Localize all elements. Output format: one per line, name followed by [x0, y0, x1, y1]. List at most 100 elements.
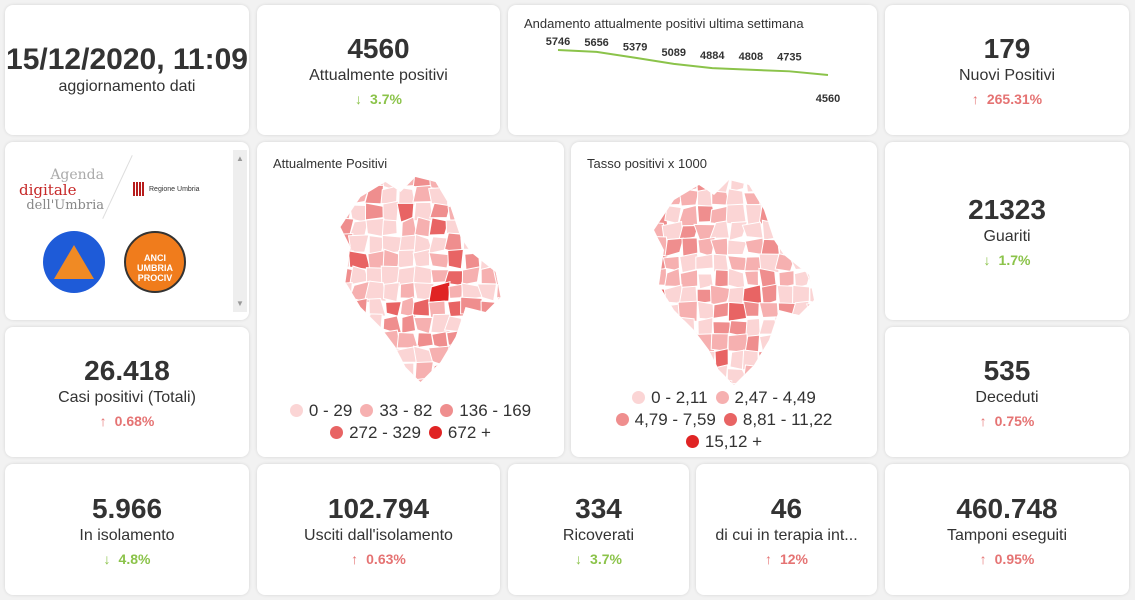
municipality-area[interactable]	[477, 172, 498, 192]
municipality-area[interactable]	[446, 172, 464, 187]
municipality-area[interactable]	[397, 383, 417, 397]
municipality-area[interactable]	[365, 313, 383, 335]
municipality-area[interactable]	[678, 187, 700, 207]
municipality-area[interactable]	[479, 202, 499, 223]
legend-item[interactable]: 136 - 169	[440, 400, 531, 422]
municipality-area[interactable]	[759, 174, 780, 193]
municipality-area[interactable]	[414, 361, 434, 381]
municipality-area[interactable]	[334, 332, 355, 352]
municipality-area[interactable]	[760, 283, 778, 306]
legend-item[interactable]: 2,47 - 4,49	[715, 387, 816, 409]
municipality-area[interactable]	[774, 316, 796, 338]
municipality-area[interactable]	[349, 377, 371, 399]
municipality-area[interactable]	[444, 362, 464, 382]
municipality-area[interactable]	[776, 331, 796, 353]
municipality-area[interactable]	[380, 379, 400, 395]
municipality-area[interactable]	[463, 174, 483, 191]
municipality-area[interactable]	[368, 298, 387, 317]
municipality-area[interactable]	[350, 297, 368, 318]
municipality-area[interactable]	[347, 250, 372, 271]
municipality-area[interactable]	[727, 267, 746, 291]
legend-item[interactable]: 33 - 82	[360, 400, 432, 422]
municipality-area[interactable]	[729, 349, 745, 371]
municipality-area[interactable]	[678, 224, 699, 241]
municipality-area[interactable]	[757, 347, 779, 369]
legend-item[interactable]: 15,12 +	[685, 431, 762, 453]
municipality-area[interactable]	[461, 266, 481, 286]
municipality-area[interactable]	[646, 173, 668, 191]
municipality-area[interactable]	[805, 235, 828, 258]
municipality-area[interactable]	[791, 222, 812, 240]
municipality-area[interactable]	[382, 200, 400, 222]
municipality-area[interactable]	[333, 185, 355, 206]
municipality-area[interactable]	[350, 330, 370, 351]
municipality-area[interactable]	[727, 255, 747, 272]
municipality-area[interactable]	[493, 329, 513, 347]
legend-item[interactable]: 0 - 29	[289, 400, 352, 422]
municipality-area[interactable]	[778, 204, 797, 222]
municipality-area[interactable]	[648, 317, 666, 338]
municipality-area[interactable]	[650, 352, 668, 371]
municipality-area[interactable]	[662, 331, 682, 354]
municipality-area[interactable]	[428, 377, 449, 398]
municipality-area[interactable]	[477, 346, 495, 365]
legend-item[interactable]: 8,81 - 11,22	[723, 409, 832, 431]
municipality-area[interactable]	[491, 376, 510, 398]
municipality-area[interactable]	[810, 349, 822, 370]
municipality-area[interactable]	[709, 284, 733, 306]
municipality-area[interactable]	[742, 364, 765, 385]
municipality-area[interactable]	[809, 203, 825, 226]
municipality-area[interactable]	[336, 346, 351, 367]
municipality-area[interactable]	[413, 316, 434, 335]
municipality-area[interactable]	[663, 318, 685, 337]
municipality-area[interactable]	[792, 236, 811, 258]
municipality-area[interactable]	[661, 363, 682, 385]
municipality-area[interactable]	[773, 347, 795, 371]
municipality-area[interactable]	[495, 296, 513, 317]
municipality-area[interactable]	[416, 332, 434, 349]
municipality-area[interactable]	[694, 366, 716, 383]
municipality-area[interactable]	[335, 362, 354, 379]
municipality-area[interactable]	[478, 377, 495, 398]
municipality-area[interactable]	[697, 350, 716, 366]
municipality-area[interactable]	[677, 316, 696, 338]
municipality-area[interactable]	[494, 172, 515, 190]
municipality-area[interactable]	[679, 350, 699, 370]
municipality-area[interactable]	[664, 237, 685, 258]
municipality-area[interactable]	[805, 222, 827, 239]
municipality-area[interactable]	[447, 202, 463, 222]
municipality-area[interactable]	[476, 188, 497, 207]
municipality-area[interactable]	[460, 361, 482, 383]
municipality-area[interactable]	[648, 332, 666, 352]
municipality-area[interactable]	[398, 234, 417, 252]
municipality-area[interactable]	[663, 350, 681, 369]
municipality-area[interactable]	[382, 346, 401, 366]
municipality-area[interactable]	[663, 284, 683, 304]
municipality-area[interactable]	[363, 344, 388, 365]
municipality-area[interactable]	[366, 377, 387, 396]
municipality-area[interactable]	[810, 333, 827, 353]
municipality-area[interactable]	[364, 329, 382, 351]
municipality-area[interactable]	[412, 248, 431, 268]
municipality-area[interactable]	[460, 296, 483, 315]
municipality-area[interactable]	[463, 329, 479, 352]
municipality-area[interactable]	[714, 364, 729, 386]
municipality-area[interactable]	[445, 219, 467, 235]
municipality-area[interactable]	[664, 205, 682, 225]
municipality-area[interactable]	[778, 236, 794, 256]
scrollbar[interactable]: ▲ ▼	[233, 150, 247, 312]
municipality-area[interactable]	[789, 364, 809, 386]
municipality-area[interactable]	[480, 300, 498, 319]
municipality-area[interactable]	[789, 331, 813, 351]
municipality-area[interactable]	[663, 176, 683, 191]
municipality-area[interactable]	[428, 281, 451, 303]
municipality-area[interactable]	[493, 312, 512, 336]
municipality-area[interactable]	[429, 202, 451, 219]
municipality-area[interactable]	[347, 234, 370, 253]
municipality-area[interactable]	[647, 235, 668, 257]
municipality-area[interactable]	[336, 172, 353, 190]
municipality-area[interactable]	[714, 269, 729, 288]
municipality-area[interactable]	[794, 316, 809, 338]
municipality-area[interactable]	[743, 270, 759, 287]
municipality-area[interactable]	[807, 172, 826, 193]
